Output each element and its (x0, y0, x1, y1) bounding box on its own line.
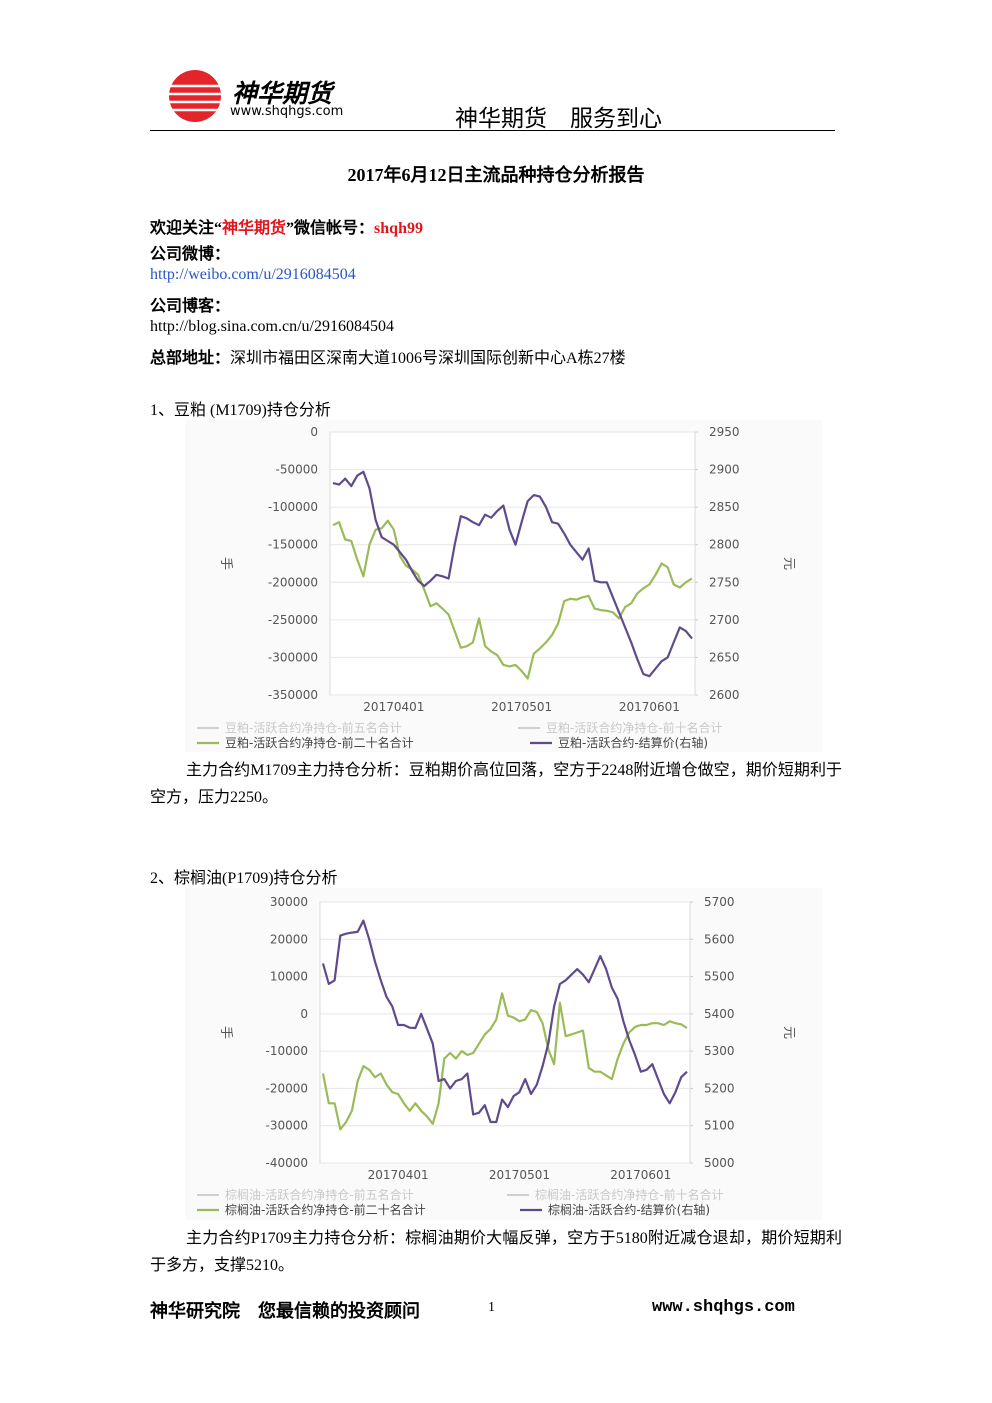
plot-area (329, 431, 696, 696)
address-line: 总部地址：深圳市福田区深南大道1006号深圳国际创新中心A栋27楼 (150, 344, 626, 368)
y2-tick-label: 2850 (709, 500, 740, 514)
y2-tick-label: 2900 (709, 463, 740, 477)
logo-mark (165, 70, 225, 122)
logo-url: www.shqhgs.com (230, 104, 344, 119)
analysis: 主力合约P1709主力持仓分析：棕榈油期价大幅反弹，空方于5180附近减仓退却，… (150, 1230, 842, 1274)
y2-tick-label: 2700 (709, 613, 740, 627)
y-tick-label: -40000 (265, 1156, 308, 1170)
slogan: 神华期货 服务到心 (455, 106, 662, 132)
weibo-link[interactable]: http://weibo.com/u/2916084504 (150, 266, 356, 283)
legend-label: 棕榈油-活跃合约-结算价(右轴) (548, 1202, 710, 1217)
chart: 0 -50000 -100000 -150000 -200000 -250000 -3000… (185, 420, 822, 752)
y2-tick-label: 5300 (704, 1044, 735, 1058)
text: ”微信帐号： (286, 220, 375, 237)
y2-tick-label: 5700 (704, 895, 735, 909)
y-tick-label: -350000 (268, 688, 318, 702)
blog-link[interactable]: http://blog.sina.com.cn/u/2916084504 (150, 318, 394, 335)
series-line (321, 919, 688, 1124)
x-tick-label: 20170401 (363, 700, 424, 714)
y-axis-label: 手 (218, 1026, 233, 1039)
legend-label: 豆粕-活跃合约净持仓-前十名合计 (546, 720, 723, 735)
report-title: 2017年6月12日主流品种持仓分析报告 (347, 165, 645, 185)
blog-label: 公司博客： (150, 298, 231, 315)
x-tick-label: 20170601 (610, 1168, 671, 1182)
y-tick-label: -100000 (268, 500, 318, 514)
footer-text: 神华研究院 您最信赖的投资顾问 (150, 1301, 420, 1321)
y-tick-label: -10000 (265, 1044, 308, 1058)
x-tick-label: 20170501 (491, 700, 552, 714)
y-tick-label: -200000 (268, 575, 318, 589)
y2-tick-label: 2800 (709, 538, 740, 552)
x-tick-label: 20170601 (619, 700, 680, 714)
series-line (332, 470, 693, 678)
legend-label: 豆粕-活跃合约-结算价(右轴) (558, 735, 708, 750)
y2-tick-label: 2600 (709, 688, 740, 702)
legend-label: 棕榈油-活跃合约净持仓-前十名合计 (535, 1187, 724, 1202)
y-tick-label: -20000 (265, 1081, 308, 1095)
y-tick-label: -150000 (268, 538, 318, 552)
y2-tick-label: 5600 (704, 932, 735, 946)
series-line (321, 992, 688, 1131)
legend-label: 棕榈油-活跃合约净持仓-前二十名合计 (225, 1202, 426, 1217)
y2-tick-label: 2650 (709, 650, 740, 664)
wechat-line: 欢迎关注“神华期货”微信帐号：shqh99 (150, 214, 423, 238)
plot-area (319, 901, 691, 1164)
y2-tick-label: 5400 (704, 1007, 735, 1021)
y2-tick-label: 5100 (704, 1119, 735, 1133)
y2-tick-label: 5200 (704, 1081, 735, 1095)
page-number: 1 (488, 1300, 495, 1315)
weibo-label: 公司微博： (150, 246, 231, 263)
series-line (332, 519, 693, 680)
brand: 神华期货 (222, 220, 287, 237)
y2-tick-label: 2950 (709, 425, 740, 439)
x-tick-label: 20170501 (489, 1168, 550, 1182)
y2-axis-label: 元 (781, 1026, 796, 1039)
y-tick-label: 20000 (270, 932, 308, 946)
analysis: 主力合约M1709主力持仓分析：豆粕期价高位回落，空方于2248附近增仓做空，期… (150, 762, 842, 806)
chart: 30000 20000 10000 0 -10000 -20000 -30000 -40000… (185, 888, 822, 1220)
header-rule (150, 130, 835, 131)
y2-tick-label: 5000 (704, 1156, 735, 1170)
y-tick-label: -300000 (268, 650, 318, 664)
address-label: 总部地址： (150, 350, 231, 367)
section-heading: 2、棕榈油(P1709)持仓分析 (150, 870, 338, 887)
y2-tick-label: 2750 (709, 575, 740, 589)
text: 欢迎关注“ (150, 220, 223, 237)
y-tick-label: 30000 (270, 895, 308, 909)
address: 深圳市福田区深南大道1006号深圳国际创新中心A栋27楼 (230, 350, 626, 367)
y-tick-label: 0 (300, 1007, 308, 1021)
y2-tick-label: 5500 (704, 970, 735, 984)
section-heading: 1、豆粕 (M1709)持仓分析 (150, 402, 331, 419)
wechat-id: shqh99 (374, 220, 423, 237)
y-tick-label: -30000 (265, 1119, 308, 1133)
y-tick-label: -250000 (268, 613, 318, 627)
x-tick-label: 20170401 (368, 1168, 429, 1182)
logo-name: 神华期货 (232, 79, 333, 108)
legend-label: 豆粕-活跃合约净持仓-前二十名合计 (225, 735, 414, 750)
y-axis-label: 手 (218, 557, 233, 570)
y-tick-label: 0 (310, 425, 318, 439)
legend-label: 豆粕-活跃合约净持仓-前五名合计 (225, 720, 402, 735)
footer-url: www.shqhgs.com (652, 1298, 795, 1317)
y-tick-label: -50000 (275, 463, 318, 477)
y-tick-label: 10000 (270, 970, 308, 984)
y2-axis-label: 元 (781, 557, 796, 570)
legend-label: 棕榈油-活跃合约净持仓-前五名合计 (225, 1187, 414, 1202)
